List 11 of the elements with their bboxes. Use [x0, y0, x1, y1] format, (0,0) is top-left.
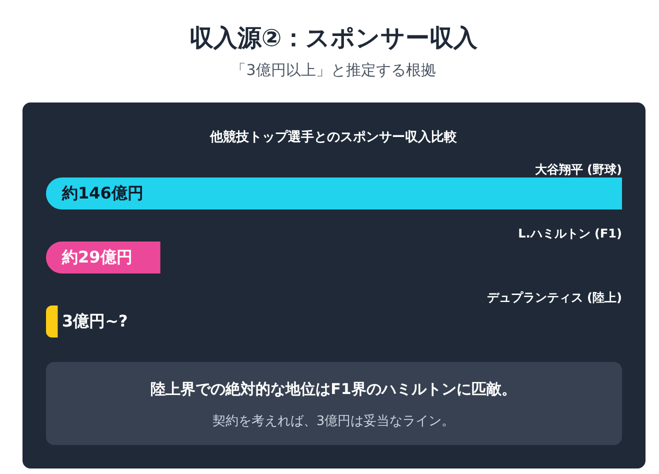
data-label: 約29億円	[61, 248, 132, 266]
annotation: 他競技トップ選手とのスポンサー収入比較	[209, 129, 458, 145]
chart-title: 収入源②：スポンサー収入	[189, 24, 479, 52]
y-tick-label: 大谷翔平 (野球)	[534, 162, 622, 176]
data-label: 約146億円	[61, 184, 144, 202]
chart-subtitle: 「3億円以上」と推定する根拠	[231, 61, 436, 79]
text: 陸上界での絶対的な地位はF1界のハミルトンに匹敵。	[150, 380, 516, 398]
y-tick-label: L.ハミルトン (F1)	[518, 226, 622, 240]
data-label: 3億円~?	[62, 312, 128, 330]
y-tick-label: デュプランティス (陸上)	[486, 290, 622, 304]
text: 契約を考えれば、3億円は妥当なライン。	[212, 414, 455, 429]
